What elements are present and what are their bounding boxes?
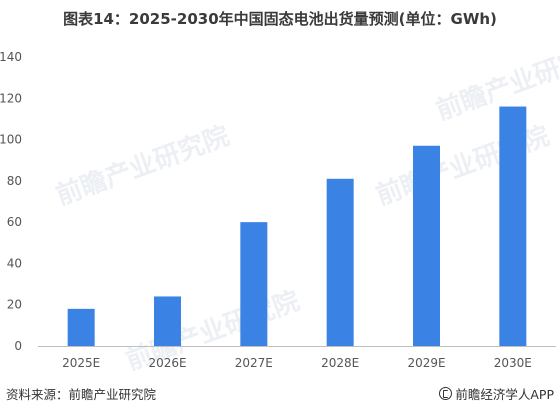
x-tick-label: 2025E (62, 356, 100, 370)
x-tick-label: 2026E (148, 356, 186, 370)
bar-2028E (326, 178, 354, 346)
x-tick-label: 2030E (494, 356, 532, 370)
x-tick-label: 2029E (407, 356, 445, 370)
bars-group (67, 106, 527, 347)
chart-title: 图表14：2025-2030年中国固态电池出货量预测(单位：GWh) (63, 10, 497, 28)
y-tick-label: 20 (7, 298, 22, 312)
y-tick-label: 40 (7, 256, 22, 270)
x-tick-label: 2027E (235, 356, 273, 370)
y-tick-label: 140 (0, 50, 22, 64)
brand-logo-icon (439, 387, 453, 400)
y-tick-label: 100 (0, 133, 22, 147)
source-note: 资料来源：前瞻产业研究院 (6, 387, 157, 402)
brand-credit: 前瞻经济学人APP (439, 384, 554, 403)
y-tick-label: 0 (14, 339, 22, 353)
x-tick-label: 2028E (321, 356, 359, 370)
x-axis: 2025E 2026E 2027E 2028E 2029E 2030E (62, 356, 532, 370)
watermark-text: 前瞻产业研究院 (432, 35, 560, 126)
y-axis: 0 20 40 60 80 100 120 140 (0, 50, 22, 353)
bar-2030E (499, 106, 527, 347)
y-tick-label: 60 (7, 215, 22, 229)
bar-2025E (67, 308, 95, 346)
brand-label: 前瞻经济学人APP (455, 387, 554, 402)
watermark-text: 前瞻产业研究院 (52, 120, 234, 211)
y-tick-label: 80 (7, 174, 22, 188)
bar-2029E (413, 145, 440, 346)
y-tick-label: 120 (0, 91, 22, 105)
bar-2026E (154, 296, 181, 346)
bar-2027E (240, 222, 268, 346)
